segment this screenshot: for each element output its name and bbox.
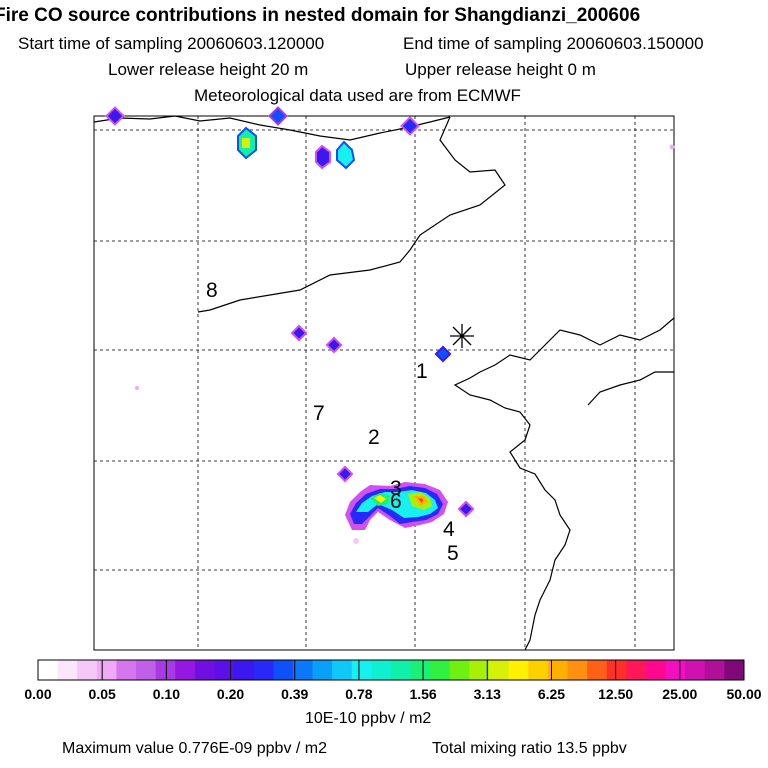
colorbar-cell	[567, 660, 588, 680]
map-label: 8	[206, 279, 218, 302]
plume-spot	[336, 140, 356, 170]
north-border-line	[93, 115, 451, 141]
colorbar-tick-label: 0.78	[345, 686, 373, 702]
coastline	[453, 317, 675, 651]
colorbar-cell	[38, 660, 59, 680]
colorbar-cell	[116, 660, 137, 680]
plume-contours	[105, 106, 675, 544]
colorbar-cell	[77, 660, 98, 680]
colorbar-tick-label: 25.00	[662, 686, 698, 702]
plume-spot	[325, 336, 343, 354]
colorbar-cell	[332, 660, 353, 680]
total-mixing-ratio: Total mixing ratio 13.5 ppbv	[432, 740, 627, 757]
colorbar-cell	[587, 660, 608, 680]
colorbar-tick-label: 0.10	[152, 686, 180, 702]
plume-spot	[669, 144, 675, 150]
colorbar-cell	[489, 660, 510, 680]
plume-spot	[290, 324, 308, 342]
colorbar-cell	[685, 660, 706, 680]
colorbar-cells	[38, 660, 745, 680]
colorbar-cell	[136, 660, 157, 680]
maximum-value: Maximum value 0.776E-09 ppbv / m2	[62, 740, 328, 757]
colorbar-cell	[391, 660, 412, 680]
coast-east-line	[587, 371, 674, 406]
meteorological-source: Meteorological data used are from ECMWF	[194, 86, 521, 105]
colorbar-cell	[175, 660, 196, 680]
colorbar-cell	[312, 660, 333, 680]
colorbar-cell	[724, 660, 745, 680]
colorbar-cell	[469, 660, 490, 680]
plume-spot	[315, 144, 331, 170]
sampling-end: End time of sampling 20060603.150000	[403, 34, 704, 53]
colorbar-cell	[508, 660, 529, 680]
colorbar-cell	[57, 660, 78, 680]
colorbar-cell	[371, 660, 392, 680]
colorbar-tick-label: 0.00	[24, 686, 52, 702]
map-label: 3	[390, 477, 402, 500]
colorbar-cell	[626, 660, 647, 680]
colorbar-tick-label: 6.25	[537, 686, 566, 702]
chart-title: Fire CO source contributions in nested d…	[0, 5, 641, 26]
colorbar-tick-label: 1.56	[409, 686, 437, 702]
colorbar-cell	[214, 660, 235, 680]
colorbar-cell	[449, 660, 470, 680]
plume-spot	[400, 116, 420, 136]
colorbar-cell	[547, 660, 568, 680]
map-label: 4	[443, 518, 455, 541]
colorbar-cell	[430, 660, 451, 680]
colorbar-tick-label: 3.13	[473, 686, 501, 702]
plume-spot	[353, 538, 359, 544]
colorbar-cell	[528, 660, 549, 680]
colorbar-units: 10E-10 ppbv / m2	[305, 710, 432, 727]
plume-core	[374, 495, 386, 503]
map-label: 1	[416, 360, 428, 383]
boundaries	[93, 115, 675, 651]
colorbar-cell	[410, 660, 431, 680]
colorbar-cell	[704, 660, 725, 680]
colorbar-tick-label: 50.00	[726, 686, 762, 702]
map-label: 5	[447, 542, 459, 565]
map-label: 7	[313, 402, 325, 425]
sampling-start: Start time of sampling 20060603.120000	[18, 34, 325, 53]
plume-spot	[434, 345, 452, 363]
plume-spot	[457, 500, 475, 518]
colorbar-cell	[273, 660, 294, 680]
colorbar-cell	[665, 660, 686, 680]
colorbar-tick-label: 0.20	[216, 686, 245, 702]
upper-release-height: Upper release height 0 m	[405, 60, 596, 79]
plume-spot	[268, 106, 288, 126]
colorbar-cell	[96, 660, 117, 680]
map-frame	[93, 115, 675, 651]
colorbar-cell	[645, 660, 667, 680]
plume-spot	[135, 386, 139, 390]
colorbar-tick-label: 0.05	[88, 686, 116, 702]
lower-release-height: Lower release height 20 m	[108, 60, 309, 79]
colorbar-cell	[234, 660, 255, 680]
asterisk-icon	[450, 324, 474, 348]
colorbar-cell	[253, 660, 274, 680]
colorbar-tick-label: 0.39	[281, 686, 309, 702]
colorbar-cell	[606, 660, 627, 680]
map-label: 6	[390, 490, 402, 513]
plume-core	[242, 138, 250, 148]
plume-spot	[105, 106, 125, 126]
plume-core	[418, 498, 423, 503]
colorbar-tick-label: 12.50	[598, 686, 634, 702]
colorbar-cell	[194, 660, 215, 680]
colorbar-cell	[155, 660, 176, 680]
colorbar-cell	[351, 660, 372, 680]
colorbar-cell	[292, 660, 314, 680]
plume-spot	[336, 465, 354, 483]
lat-lon-grid	[94, 116, 674, 650]
map-label: 2	[368, 426, 380, 449]
province-border-line	[197, 116, 506, 313]
